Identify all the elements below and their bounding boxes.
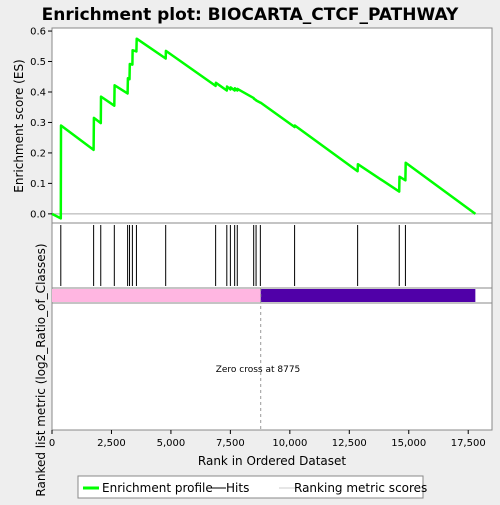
negative-metric-band (260, 289, 476, 302)
x-tick-label: 5,000 (157, 438, 186, 449)
y-tick-label: 0.2 (30, 148, 46, 159)
legend-label-ranking: Ranking metric scores (294, 481, 427, 495)
y-tick-label: 0.5 (30, 57, 46, 68)
x-tick-label: 15,000 (391, 438, 426, 449)
chart-title: Enrichment plot: BIOCARTA_CTCF_PATHWAY (42, 5, 459, 25)
ranking-band-layer (52, 289, 476, 302)
x-tick-label: 12,500 (332, 438, 367, 449)
x-axis-ticks: 0 2,500 5,000 7,500 10,000 12,500 15,000 17,500 (49, 430, 486, 449)
x-tick-label: 2,500 (97, 438, 126, 449)
ranked-metric-panel (51, 302, 493, 431)
hits-panel (51, 222, 493, 289)
y-tick-label: 0.4 (30, 87, 46, 98)
zero-cross-label: Zero cross at 8775 (216, 365, 301, 375)
x-tick-label: 10,000 (272, 438, 307, 449)
x-axis-label: Rank in Ordered Dataset (198, 454, 346, 468)
y-tick-label: 0.0 (30, 209, 46, 220)
legend-box (77, 475, 424, 499)
hits-layer (60, 225, 406, 286)
y-axis-label-top: Enrichment score (ES) (12, 59, 26, 192)
enrichment-profile-line (51, 37, 477, 220)
x-tick-label: 7,500 (216, 438, 245, 449)
legend-label-hits: Hits (226, 481, 249, 495)
x-tick-label: 0 (49, 438, 55, 449)
x-tick-label: 17,500 (451, 438, 486, 449)
y-axis-label-bottom: Ranked list metric (log2_Ratio_of_Classe… (34, 243, 48, 496)
y-tick-label: 0.3 (30, 118, 46, 129)
y-tick-label: 0.6 (30, 27, 46, 38)
y-tick-label: 0.1 (30, 179, 46, 190)
es-panel (51, 27, 493, 224)
legend: Enrichment profile Hits Ranking metric s… (77, 475, 427, 499)
enrichment-profile-layer (51, 37, 477, 220)
legend-label-enrichment: Enrichment profile (102, 481, 213, 495)
y-axis-ticks: 0.0 0.1 0.2 0.3 0.4 0.5 0.6 (30, 27, 52, 220)
positive-metric-band (52, 289, 261, 302)
